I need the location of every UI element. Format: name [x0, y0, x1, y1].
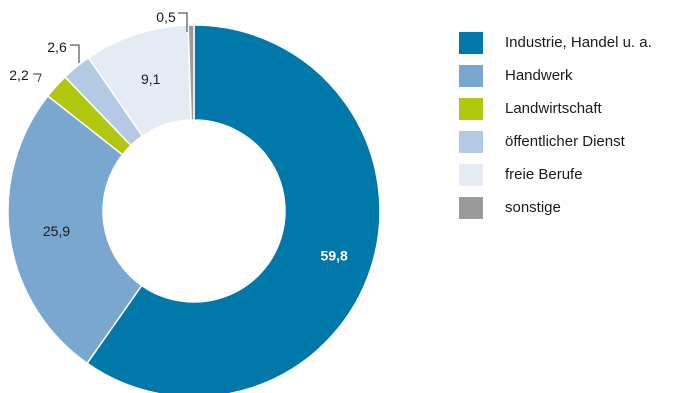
donut-slice: [187, 24, 195, 121]
donut-chart: 59,8 25,9 2,2 2,6 9,1 0,5: [7, 9, 381, 393]
legend-swatch: [459, 130, 483, 153]
leader-line: [178, 12, 188, 32]
data-label: 2,2: [9, 67, 29, 83]
legend-item: öffentlicher Dienst: [459, 125, 652, 158]
data-label: 59,8: [321, 247, 348, 263]
legend-label: Industrie, Handel u. a.: [505, 34, 652, 51]
legend-swatch: [459, 97, 483, 120]
legend-swatch: [459, 64, 483, 87]
leader-line: [33, 73, 42, 83]
data-label: 0,5: [156, 9, 176, 25]
legend-item: freie Berufe: [459, 158, 652, 191]
legend-item: Handwerk: [459, 59, 652, 92]
legend-label: öffentlicher Dienst: [505, 133, 625, 150]
legend-swatch: [459, 196, 483, 219]
data-label: 2,6: [47, 39, 67, 55]
legend-item: sonstige: [459, 191, 652, 224]
donut-slice: [7, 94, 143, 365]
donut-slice: [86, 24, 381, 393]
legend-item: Landwirtschaft: [459, 92, 652, 125]
data-label: 25,9: [43, 223, 70, 239]
legend-label: freie Berufe: [505, 166, 583, 183]
legend-item: Industrie, Handel u. a.: [459, 26, 652, 59]
legend-label: Handwerk: [505, 67, 573, 84]
leader-line: [70, 44, 80, 63]
legend-label: sonstige: [505, 199, 561, 216]
data-label: 9,1: [141, 71, 161, 87]
legend-label: Landwirtschaft: [505, 100, 602, 117]
legend-swatch: [459, 31, 483, 54]
legend-swatch: [459, 163, 483, 186]
legend: Industrie, Handel u. a. Handwerk Landwir…: [459, 26, 652, 224]
